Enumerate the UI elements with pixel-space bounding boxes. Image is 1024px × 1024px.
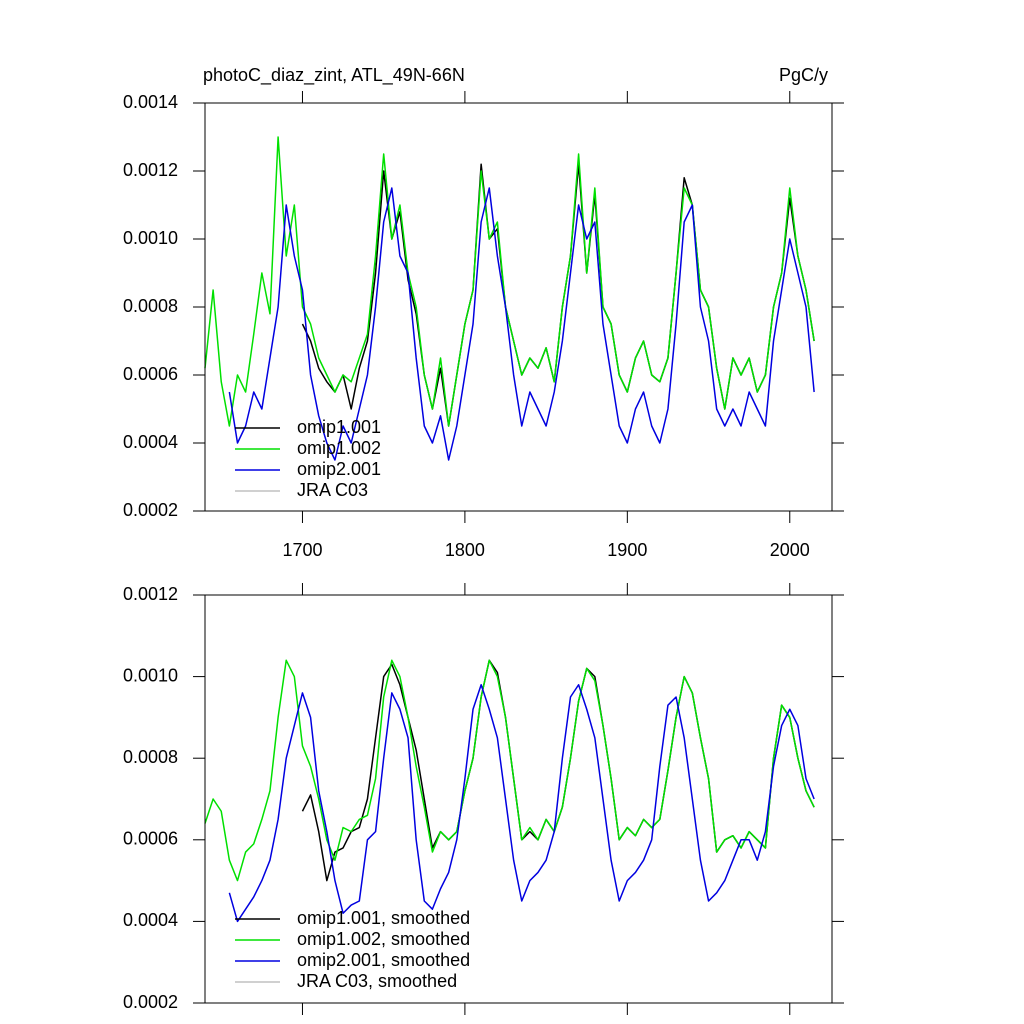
y-tick-label: 0.0012 <box>123 584 178 604</box>
y-tick-label: 0.0004 <box>123 910 178 930</box>
y-tick-label: 0.0006 <box>123 829 178 849</box>
x-tick-label: 1800 <box>445 540 485 560</box>
chart-title: photoC_diaz_zint, ATL_49N-66N <box>203 65 465 86</box>
y-tick-label: 0.0008 <box>123 747 178 767</box>
y-tick-label: 0.0004 <box>123 432 178 452</box>
y-tick-label: 0.0006 <box>123 364 178 384</box>
x-tick-label: 2000 <box>770 540 810 560</box>
x-tick-label: 1700 <box>282 540 322 560</box>
y-tick-label: 0.0002 <box>123 992 178 1012</box>
units-label: PgC/y <box>779 65 828 85</box>
legend-label: JRA C03, smoothed <box>297 971 457 991</box>
legend-label: omip1.002, smoothed <box>297 929 470 949</box>
legend-label: omip1.002 <box>297 438 381 458</box>
y-tick-label: 0.0010 <box>123 665 178 685</box>
plot-frame <box>204 594 833 1004</box>
series-line <box>228 187 815 461</box>
legend-label: omip2.001, smoothed <box>297 950 470 970</box>
legend-label: omip1.001 <box>297 417 381 437</box>
y-tick-label: 0.0012 <box>123 160 178 180</box>
y-tick-label: 0.0010 <box>123 228 178 248</box>
legend-label: JRA C03 <box>297 480 368 500</box>
y-tick-label: 0.0002 <box>123 500 178 520</box>
x-tick-label: 1900 <box>607 540 647 560</box>
y-tick-label: 0.0008 <box>123 296 178 316</box>
legend-label: omip2.001 <box>297 459 381 479</box>
series-line <box>204 659 815 882</box>
series-line <box>228 684 815 923</box>
plot-frame <box>204 102 833 512</box>
legend-label: omip1.001, smoothed <box>297 908 470 928</box>
series-line <box>204 136 815 427</box>
y-tick-label: 0.0014 <box>123 92 178 112</box>
